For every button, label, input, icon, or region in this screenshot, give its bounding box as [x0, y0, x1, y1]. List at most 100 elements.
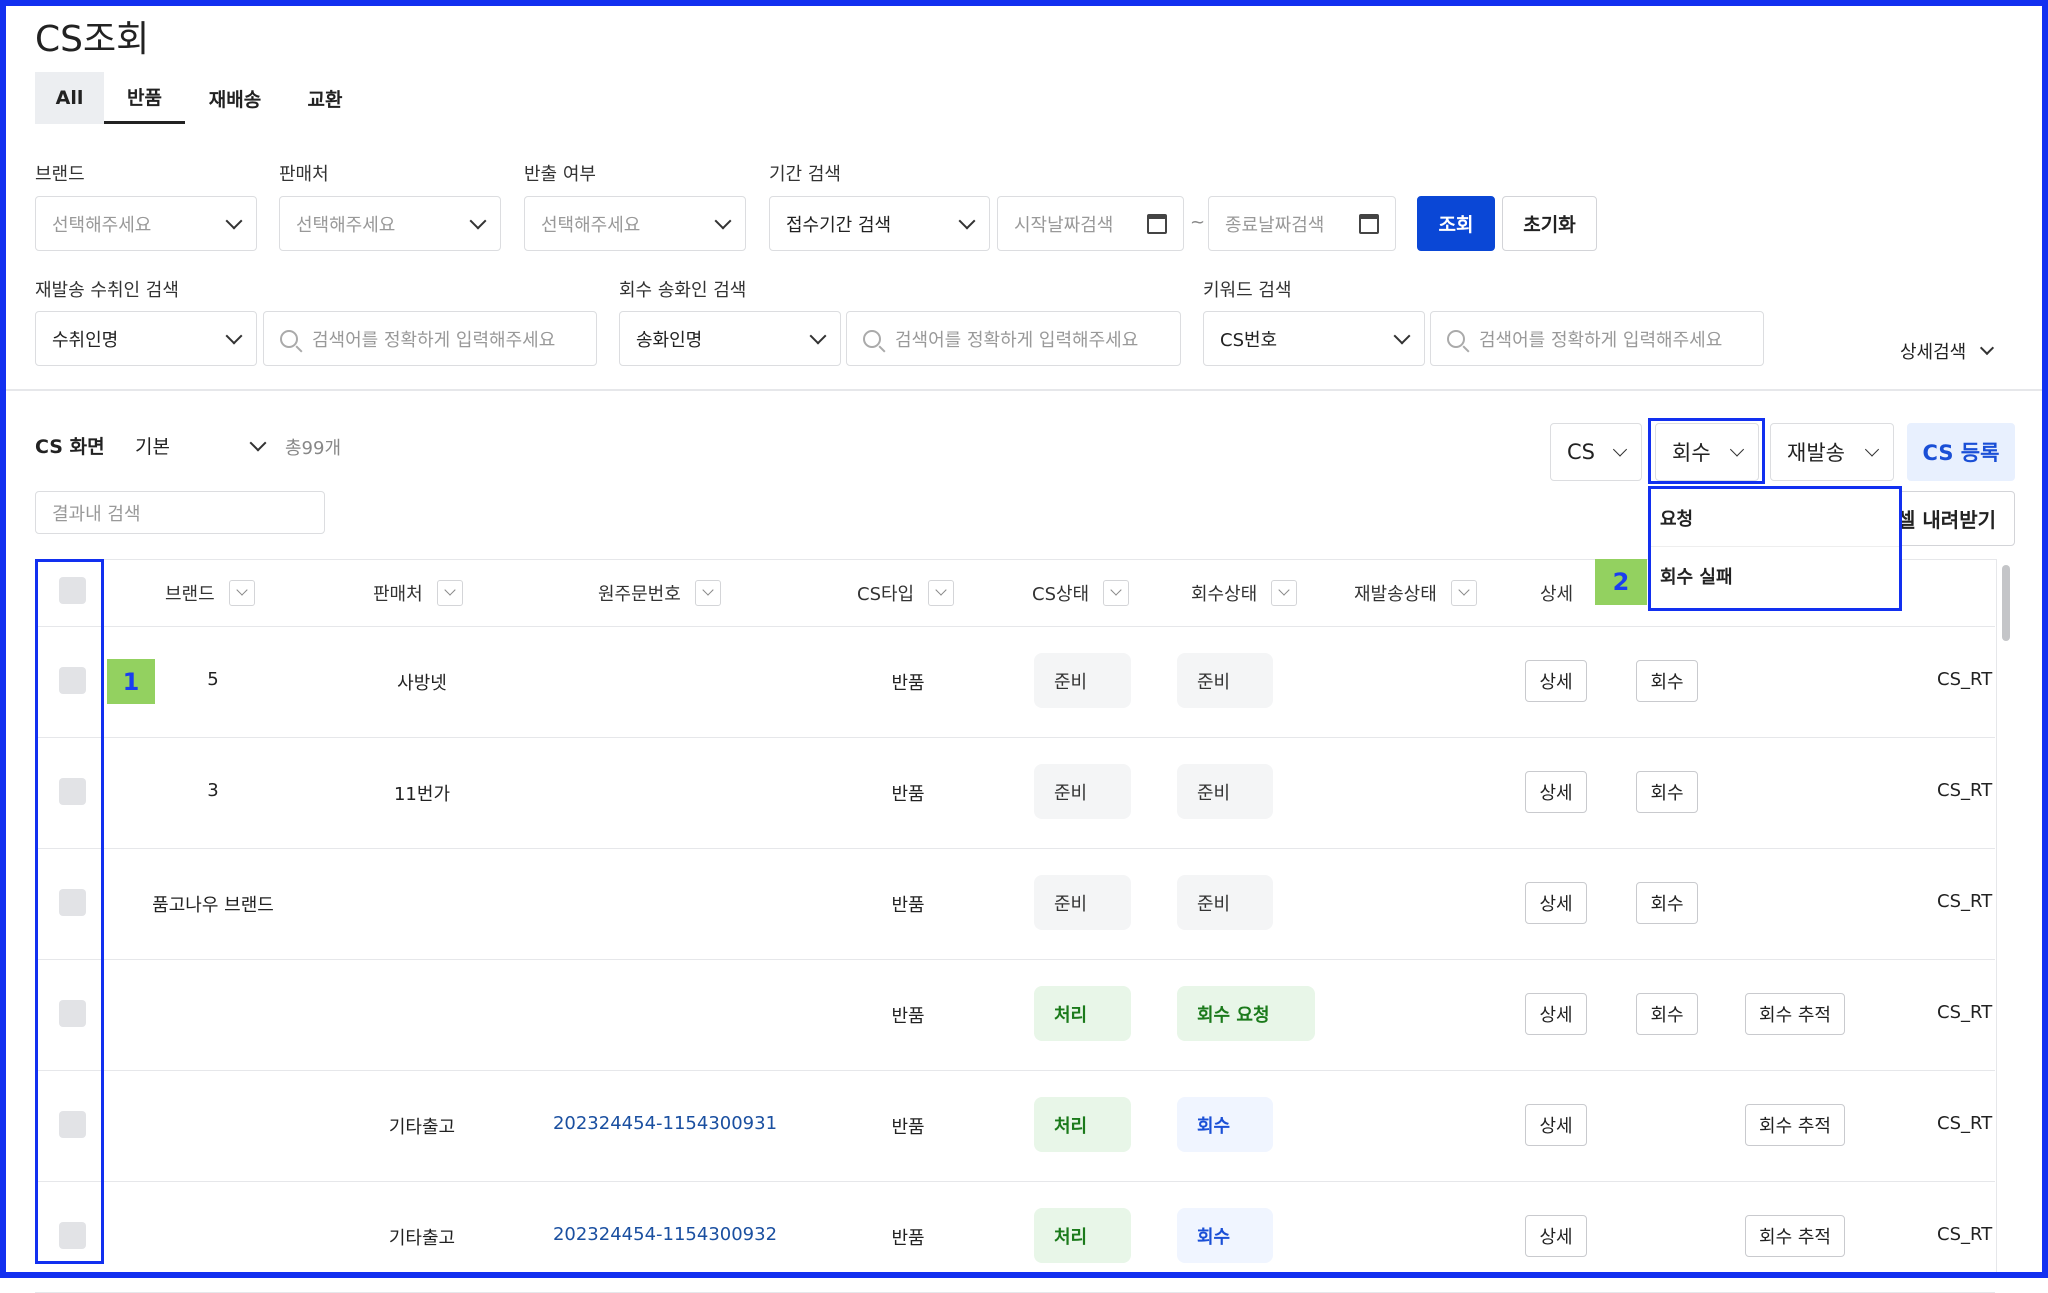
resend-dropdown[interactable]: 재발송: [1770, 423, 1894, 481]
pickup-button[interactable]: 회수: [1636, 993, 1698, 1035]
chevron-down-icon: [249, 434, 267, 452]
pickup-status-badge: 회수: [1177, 1208, 1273, 1263]
cell-seller: 11번가: [393, 784, 451, 805]
resend-recipient-value: 수취인명: [52, 329, 119, 351]
scrollbar-track[interactable]: [1996, 559, 2015, 1278]
cell-brand: 품고나우 브랜드: [152, 895, 274, 916]
cell-cs-type: 반품: [891, 895, 925, 916]
brand-placeholder: 선택해주세요: [52, 214, 152, 236]
detail-button[interactable]: 상세: [1525, 1104, 1587, 1146]
cell-cs-type: 반품: [891, 1228, 925, 1249]
chevron-down-icon: [1612, 442, 1628, 457]
chevron-down-icon: [1393, 327, 1411, 344]
menu-item-pickup-failed[interactable]: 회수 실패: [1660, 567, 1733, 588]
header-filter-dropdown[interactable]: [694, 579, 721, 606]
pickup-button[interactable]: 회수: [1636, 882, 1698, 924]
end-date-input[interactable]: 종료날짜검색: [1208, 196, 1396, 251]
detail-search-label: 상세검색: [1900, 342, 1967, 363]
pickup-sender-select[interactable]: 송화인명: [619, 311, 841, 366]
calendar-icon[interactable]: [1359, 214, 1379, 234]
keyword-search-placeholder: 검색어를 정확하게 입력해주세요: [1479, 329, 1723, 351]
row-checkbox[interactable]: [59, 1111, 86, 1138]
chevron-down-icon: [225, 212, 243, 229]
header-filter-dropdown[interactable]: [1450, 579, 1477, 606]
header-resend-status-label: 재발송상태: [1354, 583, 1437, 605]
detail-button[interactable]: 상세: [1525, 1215, 1587, 1257]
row-checkbox[interactable]: [59, 1000, 86, 1027]
pickup-button[interactable]: 회수: [1636, 771, 1698, 813]
header-filter-dropdown[interactable]: [1103, 579, 1130, 606]
cell-seller: 기타출고: [388, 1117, 456, 1138]
tab-return[interactable]: 반품: [104, 72, 185, 124]
seller-select[interactable]: 선택해주세요: [279, 196, 501, 251]
row-checkbox[interactable]: [59, 778, 86, 805]
resend-recipient-select[interactable]: 수취인명: [35, 311, 257, 366]
detail-button[interactable]: 상세: [1525, 993, 1587, 1035]
pickup-track-button[interactable]: 회수 추적: [1745, 1104, 1845, 1146]
pickup-dropdown[interactable]: 회수: [1655, 423, 1759, 481]
period-type-select[interactable]: 접수기간 검색: [769, 196, 990, 251]
tab-resend[interactable]: 재배송: [208, 88, 262, 111]
calendar-icon[interactable]: [1147, 214, 1167, 234]
chevron-down-icon: [714, 212, 732, 229]
detail-button[interactable]: 상세: [1525, 660, 1587, 702]
seller-placeholder: 선택해주세요: [296, 214, 396, 236]
keyword-search-input[interactable]: 검색어를 정확하게 입력해주세요: [1430, 311, 1764, 366]
select-all-checkbox[interactable]: [59, 577, 86, 604]
pickup-button[interactable]: 회수: [1636, 660, 1698, 702]
brand-label: 브랜드: [35, 164, 85, 185]
cell-cs-no: CS_RT: [1937, 1224, 1993, 1245]
start-date-input[interactable]: 시작날짜검색: [997, 196, 1184, 251]
pickup-track-button[interactable]: 회수 추적: [1745, 993, 1845, 1035]
release-placeholder: 선택해주세요: [541, 214, 641, 236]
pickup-track-button[interactable]: 회수 추적: [1745, 1215, 1845, 1257]
cs-register-button[interactable]: CS 등록: [1907, 423, 2015, 481]
pickup-status-badge: 회수 요청: [1177, 986, 1315, 1041]
chevron-down-icon: [225, 327, 243, 344]
tab-exchange[interactable]: 교환: [307, 88, 343, 111]
header-filter-dropdown[interactable]: [228, 579, 255, 606]
pickup-search-placeholder: 검색어를 정확하게 입력해주세요: [895, 329, 1139, 351]
detail-button[interactable]: 상세: [1525, 882, 1587, 924]
row-checkbox[interactable]: [59, 667, 86, 694]
reset-button[interactable]: 초기화: [1502, 196, 1597, 251]
end-date-placeholder: 종료날짜검색: [1225, 214, 1325, 236]
keyword-type-select[interactable]: CS번호: [1203, 311, 1425, 366]
menu-item-request[interactable]: 요청: [1651, 489, 1899, 547]
screen-select[interactable]: 기본: [135, 432, 270, 460]
result-search-placeholder: 결과내 검색: [52, 503, 141, 525]
cell-brand: 5: [207, 669, 219, 690]
header-filter-dropdown[interactable]: [1271, 579, 1298, 606]
row-checkbox[interactable]: [59, 889, 86, 916]
row-checkbox[interactable]: [59, 1222, 86, 1249]
header-brand: 브랜드: [165, 559, 255, 626]
detail-search-toggle[interactable]: 상세검색: [1900, 338, 1995, 364]
cell-cs-type: 반품: [891, 673, 925, 694]
tab-all[interactable]: All: [35, 72, 104, 124]
total-count: 총99개: [285, 438, 342, 459]
release-select[interactable]: 선택해주세요: [524, 196, 746, 251]
release-label: 반출 여부: [524, 164, 596, 185]
cell-cs-no: CS_RT: [1937, 1113, 1993, 1134]
cell-cs-no: CS_RT: [1937, 669, 1993, 690]
order-no-link[interactable]: 202324454-1154300932: [552, 1224, 778, 1245]
chevron-down-icon: [809, 327, 827, 344]
order-no-link[interactable]: 202324454-1154300931: [552, 1113, 778, 1134]
header-filter-dropdown[interactable]: [928, 579, 955, 606]
pickup-sender-search-input[interactable]: 검색어를 정확하게 입력해주세요: [846, 311, 1181, 366]
screen-label: CS 화면: [35, 436, 105, 458]
pickup-sender-label: 회수 송화인 검색: [619, 280, 747, 301]
table-top-border: [35, 559, 2015, 560]
cell-cs-type: 반품: [891, 1006, 925, 1027]
resend-recipient-search-input[interactable]: 검색어를 정확하게 입력해주세요: [263, 311, 597, 366]
search-button[interactable]: 조회: [1417, 196, 1495, 251]
brand-select[interactable]: 선택해주세요: [35, 196, 257, 251]
detail-button[interactable]: 상세: [1525, 771, 1587, 813]
cell-seller: 사방넷: [397, 673, 447, 694]
scrollbar-thumb[interactable]: [2002, 565, 2010, 641]
cs-dropdown[interactable]: CS: [1550, 423, 1642, 481]
pickup-status-badge: 준비: [1177, 653, 1273, 708]
result-search-input[interactable]: 결과내 검색: [35, 491, 325, 534]
header-filter-dropdown[interactable]: [436, 579, 463, 606]
